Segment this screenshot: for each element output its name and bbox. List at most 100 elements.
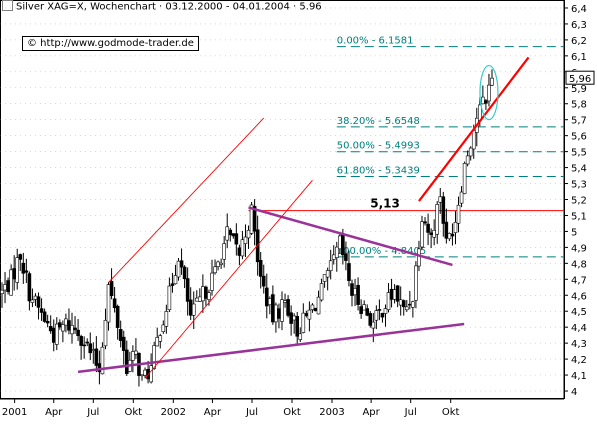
candle-up: [134, 350, 138, 355]
y-tick-label: 5,3: [571, 180, 587, 191]
candle-up: [386, 292, 391, 310]
candle-up: [15, 257, 20, 283]
copyright-text: © http://www.godmode-trader.de: [27, 38, 194, 49]
fibonacci-label: 38.20% - 5.6548: [337, 116, 420, 127]
candle-up: [383, 308, 388, 314]
candle-up: [176, 260, 181, 278]
candle-down: [179, 260, 184, 268]
copyright-notice: © http://www.godmode-trader.de: [22, 36, 199, 51]
candle-down: [228, 229, 233, 236]
candle-up: [106, 284, 111, 323]
candle-up: [100, 346, 105, 375]
candle-up: [331, 254, 336, 260]
candle-up: [420, 221, 424, 248]
candle-up: [219, 262, 223, 265]
candle-down: [252, 206, 257, 232]
y-tick-label: 6,3: [571, 20, 587, 31]
candle-up: [222, 243, 226, 260]
y-tick-label: 6,4: [571, 4, 587, 15]
y-tick-label: 4,9: [571, 243, 587, 254]
horizontal-level-label: 5,13: [370, 197, 400, 211]
candle-up: [353, 288, 357, 296]
candle-up: [362, 304, 366, 311]
candle-down: [121, 336, 126, 351]
y-tick-label: 5,5: [571, 148, 587, 159]
candle-up: [465, 155, 470, 165]
candle-down: [395, 285, 400, 302]
candle-down: [6, 280, 10, 293]
candle-up: [103, 320, 108, 347]
candle-down: [42, 311, 47, 322]
candle-up: [0, 289, 4, 294]
candle-up: [91, 349, 96, 351]
highlight-ellipse: [479, 64, 499, 121]
candle-down: [24, 270, 29, 273]
candle-down: [401, 300, 406, 308]
candle-up: [274, 304, 278, 323]
candle-down: [380, 312, 385, 318]
y-tick-label: 5,2: [571, 196, 587, 207]
trendline-uptrend: [418, 56, 530, 202]
candle-down: [344, 253, 348, 261]
candle-down: [204, 286, 208, 299]
candle-down: [124, 349, 129, 374]
candle-up: [213, 266, 217, 274]
candle-up: [131, 351, 135, 361]
candle-down: [429, 232, 433, 235]
x-tick-label: Apr: [362, 407, 380, 418]
x-tick-label: Okt: [125, 407, 143, 418]
candle-up: [316, 296, 321, 315]
y-tick-label: 6,1: [571, 52, 587, 63]
candle-up: [411, 301, 415, 308]
candle-down: [264, 287, 269, 307]
candle-down: [237, 247, 242, 256]
x-tick-label: Okt: [283, 407, 301, 418]
y-tick-label: 5: [571, 227, 577, 238]
x-tick-label: Apr: [45, 407, 63, 418]
candle-up: [268, 298, 272, 306]
candle-up: [322, 274, 327, 282]
fibonacci-layer: 0.00% - 6.1581 38.20% - 5.6548 50.00% - 5.…: [336, 36, 564, 258]
annotation-layer: 5,13: [248, 197, 564, 212]
candle-up: [152, 345, 156, 369]
candle-up: [417, 248, 421, 267]
candle-up: [191, 303, 196, 316]
candle-down: [484, 100, 488, 104]
chart-menu-icon[interactable]: [2, 0, 13, 11]
candle-down: [182, 266, 187, 280]
candle-down: [36, 296, 41, 308]
candle-up: [225, 226, 230, 241]
candle-down: [94, 348, 99, 366]
candle-up: [325, 270, 330, 278]
candle-down: [109, 281, 114, 297]
candle-down: [426, 223, 430, 233]
candle-down: [51, 327, 56, 343]
candle-down: [21, 262, 26, 274]
candle-up: [456, 204, 461, 224]
candle-down: [234, 233, 239, 245]
candle-up: [490, 77, 494, 86]
y-tick-label: 4,8: [571, 259, 587, 270]
candle-down: [112, 298, 117, 309]
chart-title-text: Silver XAG=X, Wochenchart · 03.12.2000 -…: [16, 1, 322, 13]
candle-up: [246, 230, 251, 239]
candle-up: [334, 246, 339, 258]
y-tick-label: 4,6: [571, 291, 587, 302]
candle-up: [280, 299, 284, 322]
candle-down: [88, 343, 93, 354]
candle-up: [70, 325, 74, 335]
candle-down: [12, 268, 16, 280]
candle-down: [277, 308, 281, 319]
candle-down: [368, 313, 373, 326]
candle-up: [481, 96, 485, 105]
trendline-channel-upper: [108, 117, 265, 283]
candle-up: [61, 324, 65, 332]
last-price-tag: 5,96: [565, 70, 595, 85]
x-tick-label: Jul: [86, 407, 99, 418]
candle-up: [33, 295, 38, 300]
candle-down: [408, 303, 412, 306]
candle-up: [447, 233, 452, 240]
candle-up: [143, 369, 147, 376]
x-tick-label: Apr: [204, 407, 222, 418]
candle-up: [173, 275, 178, 285]
